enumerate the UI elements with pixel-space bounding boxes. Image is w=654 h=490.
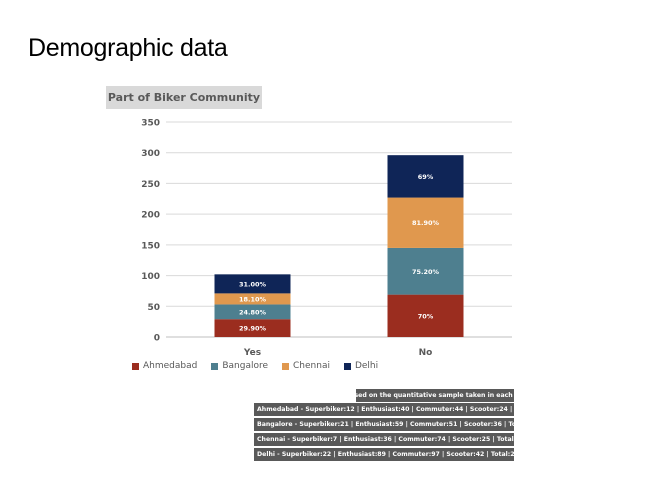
legend-label-chennai: Chennai <box>293 361 330 371</box>
data-label-bangalore-yes: 24.80% <box>239 308 267 316</box>
x-tick-label-yes: Yes <box>243 348 261 358</box>
sample-note: *Based on the quantitative sample taken … <box>356 389 514 402</box>
legend-label-ahmedabad: Ahmedabad <box>143 361 198 371</box>
legend-swatch-chennai <box>282 362 290 370</box>
bar-segment-chennai-yes <box>214 293 291 305</box>
bar-segment-bangalore-no <box>387 247 464 295</box>
data-label-chennai-no: 81.90% <box>412 219 440 227</box>
bar-segment-delhi-yes <box>214 274 291 294</box>
y-tick-label-300: 300 <box>141 149 160 159</box>
bar-segment-chennai-no <box>387 197 464 248</box>
sample-row-chennai: Chennai - Superbiker:7 | Enthusiast:36 |… <box>254 433 514 446</box>
legend-item-ahmedabad: Ahmedabad <box>132 361 197 371</box>
y-tick-label-100: 100 <box>141 272 160 282</box>
legend-item-bangalore: Bangalore <box>211 361 268 371</box>
bar-segment-delhi-no <box>387 155 464 198</box>
data-label-ahmedabad-no: 70% <box>418 312 434 320</box>
chart-title: Part of Biker Community <box>106 86 262 109</box>
y-tick-label-250: 250 <box>141 180 160 190</box>
y-tick-label-150: 150 <box>141 241 160 251</box>
y-tick-label-200: 200 <box>141 211 160 221</box>
sample-row-delhi: Delhi - Superbiker:22 | Enthusiast:89 | … <box>254 448 514 461</box>
legend-item-chennai: Chennai <box>282 361 330 371</box>
y-tick-label-50: 50 <box>147 303 160 313</box>
y-tick-label-350: 350 <box>141 119 160 129</box>
chart-legend: Ahmedabad Bangalore Chennai Delhi <box>132 361 378 371</box>
sample-row-ahmedabad: Ahmedabad - Superbiker:12 | Enthusiast:4… <box>254 403 514 416</box>
page-title: Demographic data <box>28 34 228 62</box>
data-label-bangalore-no: 75.20% <box>412 268 440 276</box>
legend-swatch-bangalore <box>211 362 219 370</box>
legend-swatch-delhi <box>343 362 351 370</box>
data-label-chennai-yes: 18.10% <box>239 295 267 303</box>
data-label-delhi-yes: 31.00% <box>239 280 267 288</box>
bar-segment-bangalore-yes <box>214 304 291 320</box>
legend-label-delhi: Delhi <box>354 361 379 371</box>
data-label-delhi-no: 69% <box>418 173 434 181</box>
sample-row-bangalore: Bangalore - Superbiker:21 | Enthusiast:5… <box>254 418 514 431</box>
legend-swatch-ahmedabad <box>132 362 139 370</box>
sample-list: Ahmedabad - Superbiker:12 | Enthusiast:4… <box>254 403 514 463</box>
y-tick-label-0: 0 <box>154 334 160 344</box>
bar-segment-ahmedabad-no <box>387 294 464 337</box>
data-label-ahmedabad-yes: 29.90% <box>239 325 267 333</box>
x-tick-label-no: No <box>419 348 433 358</box>
legend-label-bangalore: Bangalore <box>222 361 269 371</box>
bar-segment-ahmedabad-yes <box>214 319 291 337</box>
legend-item-delhi: Delhi <box>343 361 379 371</box>
